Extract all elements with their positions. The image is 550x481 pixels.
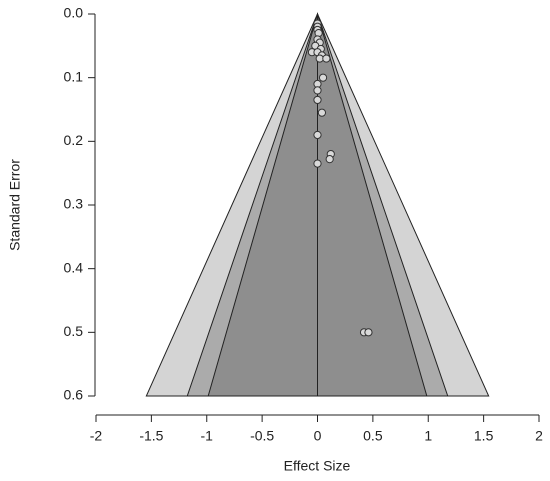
- x-tick-label: -2: [90, 428, 103, 444]
- y-tick-label: 0.0: [64, 5, 84, 21]
- x-tick-label: -1.5: [139, 428, 163, 444]
- y-tick-label: 0.2: [64, 132, 84, 148]
- x-tick-label: 1: [424, 428, 432, 444]
- y-tick-label: 0.6: [64, 387, 84, 403]
- y-tick-label: 0.1: [64, 68, 84, 84]
- point: [364, 328, 373, 337]
- y-tick-label: 0.5: [64, 323, 84, 339]
- point: [318, 73, 328, 82]
- point: [313, 95, 322, 105]
- x-tick-label: -1: [201, 428, 214, 444]
- point: [313, 86, 322, 95]
- point: [315, 54, 324, 63]
- x-tick-label: 2: [535, 428, 543, 444]
- x-tick-label: -0.5: [250, 428, 274, 444]
- x-axis-label: Effect Size: [284, 458, 351, 474]
- y-axis-label: Standard Error: [7, 159, 23, 251]
- y-tick-label: 0.4: [64, 259, 84, 275]
- y-tick-label: 0.3: [64, 196, 84, 212]
- x-tick-label: 0: [314, 428, 322, 444]
- x-tick-label: 0.5: [363, 428, 383, 444]
- point: [325, 155, 334, 164]
- point: [313, 130, 322, 140]
- point: [313, 159, 322, 168]
- point: [317, 108, 327, 117]
- point: [322, 54, 331, 63]
- x-tick-label: 1.5: [474, 428, 494, 444]
